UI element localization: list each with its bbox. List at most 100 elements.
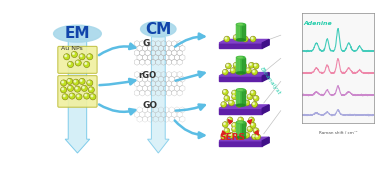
Circle shape (225, 97, 227, 98)
Polygon shape (237, 57, 245, 73)
Circle shape (247, 69, 248, 71)
Circle shape (85, 63, 87, 64)
Circle shape (230, 101, 231, 103)
Circle shape (90, 94, 96, 100)
Circle shape (248, 127, 250, 129)
Circle shape (252, 69, 257, 75)
Circle shape (69, 87, 70, 88)
Circle shape (87, 80, 93, 86)
Circle shape (232, 126, 237, 132)
Polygon shape (242, 57, 245, 73)
Ellipse shape (237, 57, 242, 58)
Circle shape (87, 54, 93, 60)
FancyBboxPatch shape (58, 76, 97, 107)
Polygon shape (219, 73, 269, 76)
Ellipse shape (237, 89, 245, 91)
Polygon shape (237, 24, 239, 40)
Circle shape (69, 93, 75, 99)
Circle shape (224, 70, 225, 72)
Polygon shape (237, 90, 239, 105)
Circle shape (90, 88, 91, 90)
Circle shape (83, 87, 84, 88)
Polygon shape (237, 24, 245, 40)
Circle shape (253, 103, 254, 104)
Circle shape (250, 122, 256, 128)
Circle shape (224, 95, 230, 101)
Circle shape (231, 69, 233, 71)
Circle shape (68, 80, 70, 81)
Circle shape (75, 60, 81, 66)
Circle shape (249, 62, 254, 68)
Ellipse shape (141, 21, 176, 37)
Circle shape (221, 134, 227, 140)
Circle shape (253, 135, 254, 137)
Circle shape (238, 117, 243, 123)
Circle shape (81, 85, 87, 91)
Ellipse shape (237, 23, 245, 26)
Polygon shape (237, 122, 239, 138)
Circle shape (242, 90, 244, 92)
Circle shape (237, 135, 239, 137)
Ellipse shape (237, 39, 245, 41)
Circle shape (88, 87, 94, 93)
Circle shape (230, 134, 231, 135)
Ellipse shape (237, 104, 245, 106)
Circle shape (230, 68, 236, 74)
Circle shape (233, 127, 234, 129)
Circle shape (224, 90, 225, 92)
Circle shape (74, 86, 81, 92)
Circle shape (243, 37, 245, 39)
Circle shape (222, 122, 228, 127)
Circle shape (241, 89, 247, 95)
Circle shape (224, 36, 230, 42)
Text: G: G (142, 39, 150, 48)
Circle shape (233, 124, 234, 125)
Circle shape (251, 91, 253, 93)
Circle shape (241, 122, 247, 127)
Ellipse shape (237, 56, 245, 59)
Circle shape (234, 36, 236, 38)
Circle shape (241, 63, 247, 69)
Circle shape (65, 55, 67, 57)
Text: rGO: rGO (138, 70, 156, 80)
Circle shape (84, 61, 90, 68)
Circle shape (250, 118, 251, 120)
Polygon shape (219, 105, 269, 108)
Circle shape (252, 102, 257, 108)
Circle shape (244, 100, 250, 106)
Circle shape (254, 97, 256, 98)
Circle shape (62, 81, 64, 83)
Circle shape (62, 88, 64, 90)
Polygon shape (219, 76, 262, 81)
Circle shape (88, 81, 90, 83)
Circle shape (64, 54, 70, 60)
Circle shape (225, 129, 227, 131)
Circle shape (250, 64, 251, 65)
Circle shape (237, 103, 239, 104)
Circle shape (242, 36, 248, 42)
Circle shape (251, 37, 253, 39)
Circle shape (250, 36, 256, 42)
Polygon shape (242, 90, 245, 105)
Text: Au NPs: Au NPs (60, 46, 82, 51)
Text: GO: GO (142, 101, 157, 110)
Circle shape (76, 94, 82, 100)
Circle shape (253, 63, 259, 69)
Circle shape (77, 95, 79, 97)
Circle shape (60, 80, 67, 86)
Polygon shape (219, 141, 262, 146)
Circle shape (245, 134, 247, 135)
Circle shape (228, 118, 230, 120)
Polygon shape (237, 57, 239, 73)
Circle shape (248, 95, 250, 97)
Circle shape (233, 35, 239, 40)
Circle shape (71, 51, 77, 57)
Circle shape (232, 94, 237, 100)
Circle shape (224, 123, 225, 124)
Circle shape (80, 80, 82, 81)
Circle shape (253, 70, 254, 72)
Circle shape (249, 117, 254, 123)
Polygon shape (262, 40, 269, 48)
Polygon shape (237, 122, 245, 138)
Circle shape (222, 103, 224, 104)
